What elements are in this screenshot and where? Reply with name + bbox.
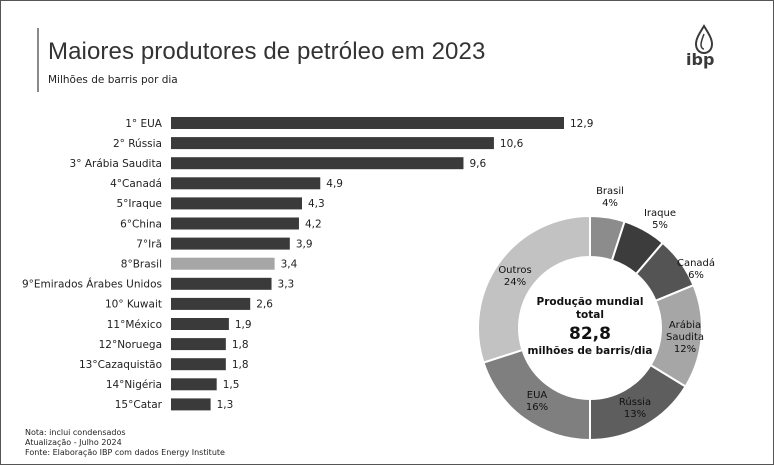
slice-percent-label: 6% [688,270,704,281]
slice-percent-label: 24% [504,277,526,288]
slice-name-label: EUA [527,390,548,401]
bar [171,137,494,150]
bar [171,398,211,411]
chart-title: Maiores produtores de petróleo em 2023 [48,38,486,65]
slice-name-label: Arábia [669,319,701,331]
note-line: Atualização - Julho 2024 [25,438,122,447]
slice-name-label: Rússia [619,396,651,408]
category-label: 12°Noruega [99,339,162,351]
note-line: Nota: inclui condensados [25,428,126,437]
slice-name-label: Outros [498,265,531,276]
slice-percent-label: 13% [624,409,646,420]
notes-block: Nota: inclui condensados Atualização - J… [25,428,225,458]
bar [171,277,272,290]
slice-name-label: Canadá [677,257,715,269]
donut-center-title: Produção mundial [537,296,644,308]
value-label: 1,8 [232,359,249,371]
category-label: 1° EUA [125,118,163,130]
bar [171,257,275,270]
value-label: 4,3 [308,198,325,210]
value-label: 2,6 [256,299,273,311]
value-label: 3,3 [278,279,295,291]
category-label: 15°Catar [115,399,163,411]
bar [171,318,229,330]
category-label: 3° Arábia Saudita [70,158,162,170]
category-label: 8°Brasil [121,259,162,271]
slice-name-label: Iraque [644,208,676,219]
source-line: Fonte: Elaboração IBP com dados Energy I… [25,448,225,457]
slice-percent-label: 12% [674,344,696,355]
category-label: 14°Nigéria [106,379,162,391]
logo-text: ibp [686,50,715,69]
title-accent-line [37,28,39,92]
bar [171,358,226,371]
bar [171,297,251,310]
category-label: 6°China [120,218,162,230]
donut-slice [477,214,591,364]
bar [171,378,217,391]
category-label: 9°Emirados Árabes Unidos [22,278,162,291]
oil-drop-logo-icon [694,24,714,55]
bar [171,338,226,351]
value-label: 12,9 [570,118,593,130]
bar [171,177,321,190]
value-label: 1,8 [232,339,249,351]
bar [171,197,302,210]
bar [171,237,290,250]
slice-percent-label: 4% [602,198,618,209]
slice-name-label: Saudita [666,332,704,343]
category-label: 2° Rússia [113,138,162,150]
category-label: 11°México [107,319,162,331]
value-label: 4,2 [305,218,322,230]
value-label: 1,9 [235,319,252,331]
value-label: 1,5 [223,379,240,391]
value-label: 4,9 [326,178,343,190]
category-label: 5°Iraque [116,198,162,210]
donut-center-value: 82,8 [569,324,611,344]
category-label: 13°Cazaquistão [79,359,162,371]
category-label: 4°Canadá [110,178,162,190]
value-label: 10,6 [500,138,524,150]
bar [171,217,299,230]
bar [171,157,464,170]
category-label: 7°Irã [136,238,162,250]
chart-subtitle: Milhões de barris por dia [48,74,178,86]
value-label: 3,9 [296,238,313,250]
value-label: 9,6 [469,158,486,170]
value-label: 3,4 [281,259,298,271]
donut-center-unit: milhões de barris/dia [528,345,653,357]
bar [171,117,564,129]
value-label: 1,3 [217,399,234,411]
donut-center-title-line2: total [576,309,604,321]
category-label: 10° Kuwait [105,299,162,311]
slice-percent-label: 16% [526,402,548,413]
slice-name-label: Brasil [596,186,624,197]
slice-percent-label: 5% [652,220,668,231]
